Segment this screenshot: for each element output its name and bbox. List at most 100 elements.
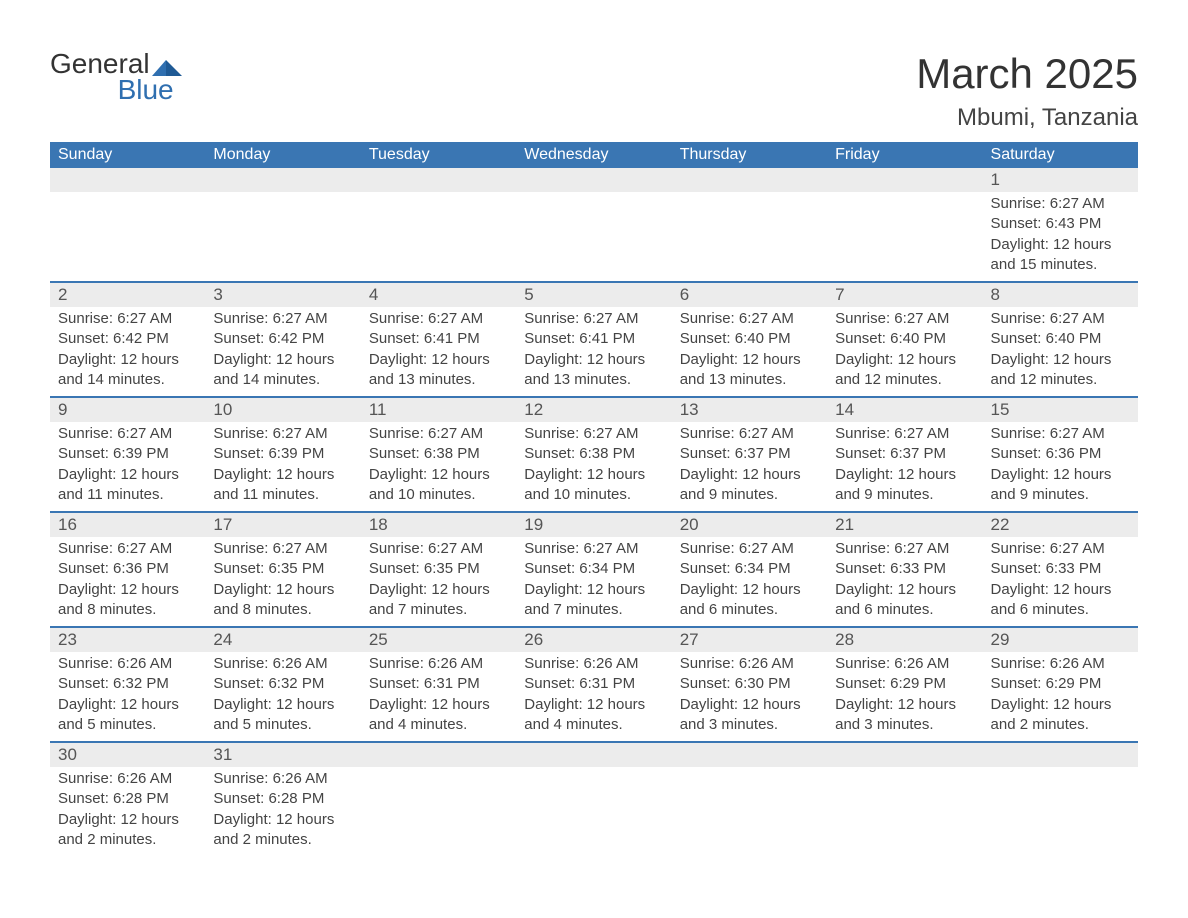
sunrise-text: Sunrise: 6:26 AM: [524, 654, 663, 674]
day-number-strip: 7: [827, 281, 982, 307]
weekday-header: Monday: [205, 142, 360, 168]
day-number-strip: 1: [983, 168, 1138, 192]
sunset-text: Sunset: 6:36 PM: [991, 444, 1130, 464]
day-number-strip: 6: [672, 281, 827, 307]
day-body: Sunrise: 6:27 AMSunset: 6:37 PMDaylight:…: [827, 422, 982, 511]
calendar-day-cell: [361, 168, 516, 281]
day-number-strip: 21: [827, 511, 982, 537]
calendar-day-cell: 12Sunrise: 6:27 AMSunset: 6:38 PMDayligh…: [516, 396, 671, 511]
sunrise-text: Sunrise: 6:26 AM: [991, 654, 1130, 674]
sunset-text: Sunset: 6:40 PM: [991, 329, 1130, 349]
daylight-text: Daylight: 12 hours and 7 minutes.: [369, 580, 508, 621]
day-body: Sunrise: 6:27 AMSunset: 6:39 PMDaylight:…: [50, 422, 205, 511]
day-body: Sunrise: 6:26 AMSunset: 6:28 PMDaylight:…: [50, 767, 205, 856]
day-number-strip: [361, 741, 516, 767]
sunrise-text: Sunrise: 6:27 AM: [524, 539, 663, 559]
calendar-day-cell: 9Sunrise: 6:27 AMSunset: 6:39 PMDaylight…: [50, 396, 205, 511]
day-number-strip: 13: [672, 396, 827, 422]
weekday-header: Thursday: [672, 142, 827, 168]
day-number-strip: 12: [516, 396, 671, 422]
day-body: Sunrise: 6:27 AMSunset: 6:40 PMDaylight:…: [672, 307, 827, 396]
header: General Blue March 2025 Mbumi, Tanzania: [50, 50, 1138, 132]
day-body: [672, 767, 827, 775]
day-body: Sunrise: 6:27 AMSunset: 6:39 PMDaylight:…: [205, 422, 360, 511]
sunrise-text: Sunrise: 6:27 AM: [58, 309, 197, 329]
calendar-week-row: 23Sunrise: 6:26 AMSunset: 6:32 PMDayligh…: [50, 626, 1138, 741]
day-number-strip: 30: [50, 741, 205, 767]
sunset-text: Sunset: 6:33 PM: [835, 559, 974, 579]
day-number-strip: 17: [205, 511, 360, 537]
daylight-text: Daylight: 12 hours and 10 minutes.: [524, 465, 663, 506]
calendar-day-cell: 11Sunrise: 6:27 AMSunset: 6:38 PMDayligh…: [361, 396, 516, 511]
sunrise-text: Sunrise: 6:27 AM: [835, 424, 974, 444]
sunset-text: Sunset: 6:41 PM: [369, 329, 508, 349]
sunrise-text: Sunrise: 6:27 AM: [369, 424, 508, 444]
calendar-week-row: 30Sunrise: 6:26 AMSunset: 6:28 PMDayligh…: [50, 741, 1138, 856]
day-body: [827, 767, 982, 775]
sunrise-text: Sunrise: 6:27 AM: [524, 309, 663, 329]
sunrise-text: Sunrise: 6:26 AM: [680, 654, 819, 674]
sunrise-text: Sunrise: 6:26 AM: [369, 654, 508, 674]
day-number-strip: 28: [827, 626, 982, 652]
day-number-strip: 22: [983, 511, 1138, 537]
calendar-day-cell: 15Sunrise: 6:27 AMSunset: 6:36 PMDayligh…: [983, 396, 1138, 511]
daylight-text: Daylight: 12 hours and 4 minutes.: [524, 695, 663, 736]
calendar-week-row: 1Sunrise: 6:27 AMSunset: 6:43 PMDaylight…: [50, 168, 1138, 281]
day-number-strip: [205, 168, 360, 192]
daylight-text: Daylight: 12 hours and 11 minutes.: [58, 465, 197, 506]
calendar-day-cell: [827, 741, 982, 856]
sunset-text: Sunset: 6:34 PM: [524, 559, 663, 579]
sunrise-text: Sunrise: 6:27 AM: [680, 539, 819, 559]
sunrise-text: Sunrise: 6:27 AM: [369, 309, 508, 329]
sunset-text: Sunset: 6:35 PM: [213, 559, 352, 579]
daylight-text: Daylight: 12 hours and 6 minutes.: [835, 580, 974, 621]
calendar-day-cell: 31Sunrise: 6:26 AMSunset: 6:28 PMDayligh…: [205, 741, 360, 856]
calendar-day-cell: 30Sunrise: 6:26 AMSunset: 6:28 PMDayligh…: [50, 741, 205, 856]
day-body: Sunrise: 6:26 AMSunset: 6:28 PMDaylight:…: [205, 767, 360, 856]
calendar-day-cell: [516, 741, 671, 856]
day-body: Sunrise: 6:27 AMSunset: 6:37 PMDaylight:…: [672, 422, 827, 511]
daylight-text: Daylight: 12 hours and 13 minutes.: [369, 350, 508, 391]
day-number-strip: 24: [205, 626, 360, 652]
day-number-strip: 31: [205, 741, 360, 767]
sunrise-text: Sunrise: 6:27 AM: [991, 539, 1130, 559]
calendar-day-cell: 21Sunrise: 6:27 AMSunset: 6:33 PMDayligh…: [827, 511, 982, 626]
calendar-day-cell: 8Sunrise: 6:27 AMSunset: 6:40 PMDaylight…: [983, 281, 1138, 396]
logo: General Blue: [50, 50, 182, 104]
day-number-strip: 27: [672, 626, 827, 652]
day-body: Sunrise: 6:27 AMSunset: 6:33 PMDaylight:…: [983, 537, 1138, 626]
calendar-day-cell: [516, 168, 671, 281]
sunrise-text: Sunrise: 6:27 AM: [213, 309, 352, 329]
day-number-strip: 10: [205, 396, 360, 422]
day-body: [827, 192, 982, 200]
day-number-strip: 29: [983, 626, 1138, 652]
day-body: Sunrise: 6:26 AMSunset: 6:29 PMDaylight:…: [983, 652, 1138, 741]
sunset-text: Sunset: 6:40 PM: [835, 329, 974, 349]
calendar-day-cell: 1Sunrise: 6:27 AMSunset: 6:43 PMDaylight…: [983, 168, 1138, 281]
daylight-text: Daylight: 12 hours and 2 minutes.: [213, 810, 352, 851]
day-body: [983, 767, 1138, 775]
sunset-text: Sunset: 6:42 PM: [213, 329, 352, 349]
daylight-text: Daylight: 12 hours and 6 minutes.: [991, 580, 1130, 621]
day-number-strip: 11: [361, 396, 516, 422]
calendar-day-cell: 23Sunrise: 6:26 AMSunset: 6:32 PMDayligh…: [50, 626, 205, 741]
day-body: Sunrise: 6:26 AMSunset: 6:29 PMDaylight:…: [827, 652, 982, 741]
day-body: Sunrise: 6:27 AMSunset: 6:41 PMDaylight:…: [516, 307, 671, 396]
calendar-day-cell: 14Sunrise: 6:27 AMSunset: 6:37 PMDayligh…: [827, 396, 982, 511]
day-body: [516, 767, 671, 775]
day-body: [205, 192, 360, 200]
daylight-text: Daylight: 12 hours and 9 minutes.: [991, 465, 1130, 506]
sunset-text: Sunset: 6:28 PM: [58, 789, 197, 809]
sunset-text: Sunset: 6:43 PM: [991, 214, 1130, 234]
daylight-text: Daylight: 12 hours and 9 minutes.: [835, 465, 974, 506]
day-number-strip: 25: [361, 626, 516, 652]
weekday-header: Wednesday: [516, 142, 671, 168]
day-number-strip: [361, 168, 516, 192]
calendar-day-cell: [50, 168, 205, 281]
sunrise-text: Sunrise: 6:27 AM: [58, 539, 197, 559]
day-number-strip: 5: [516, 281, 671, 307]
calendar-day-cell: 19Sunrise: 6:27 AMSunset: 6:34 PMDayligh…: [516, 511, 671, 626]
calendar-day-cell: 27Sunrise: 6:26 AMSunset: 6:30 PMDayligh…: [672, 626, 827, 741]
sunset-text: Sunset: 6:32 PM: [58, 674, 197, 694]
sunrise-text: Sunrise: 6:27 AM: [680, 309, 819, 329]
